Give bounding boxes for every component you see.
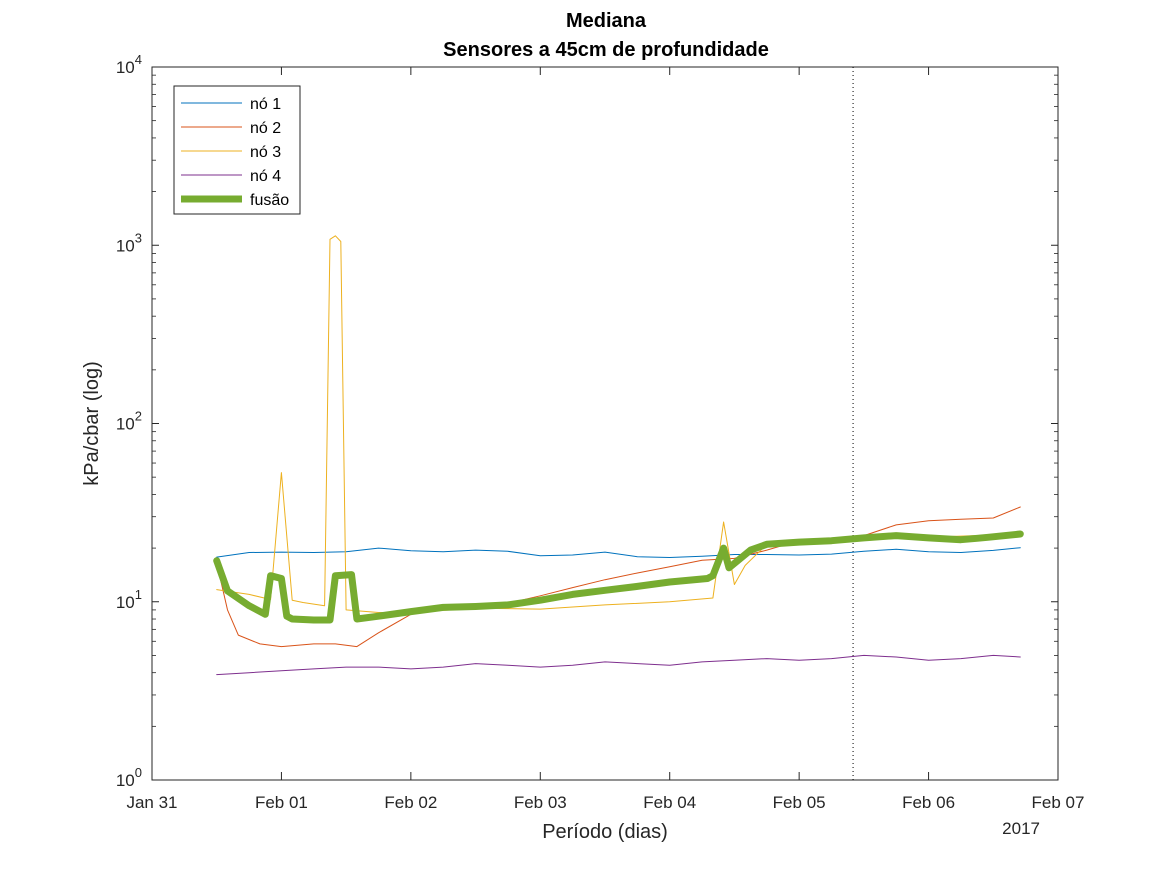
chart-title: Mediana Sensores a 45cm de profundidade [443, 10, 769, 61]
x-tick-label: Feb 07 [1032, 793, 1085, 812]
x-tick-label: Feb 02 [384, 793, 437, 812]
y-tick-label: 100 [116, 765, 142, 790]
series-line [213, 530, 1024, 624]
x-axis-label: Período (dias) [542, 821, 668, 843]
legend-label: nó 2 [250, 120, 281, 137]
y-axis-label: kPa/cbar (log) [81, 361, 103, 486]
legend-label: nó 3 [250, 144, 281, 161]
chart-title-line-1: Mediana [566, 10, 647, 32]
y-axis: 100 101 102 103 104 [116, 52, 1058, 790]
legend-label: fusão [250, 192, 289, 209]
x-axis: Jan 31 Feb 01 Feb 02 Feb 03 Feb 04 Feb 05 Feb … [126, 67, 1084, 812]
series-lines [213, 235, 1024, 676]
y-tick-label: 103 [116, 230, 142, 255]
legend: nó 1 nó 2 nó 3 nó 4 fusão [173, 85, 301, 215]
y-tick-label: 102 [116, 409, 142, 434]
legend-box [173, 85, 301, 215]
x-tick-label: Feb 06 [902, 793, 955, 812]
y-tick-label: 101 [116, 587, 142, 612]
x-tick-label: Feb 04 [643, 793, 696, 812]
x-axis-year-label: 2017 [1002, 819, 1040, 838]
legend-label: nó 1 [250, 96, 281, 113]
y-tick-label: 104 [116, 52, 142, 77]
series-line [216, 506, 1021, 648]
x-tick-label: Jan 31 [126, 793, 177, 812]
chart-title-line-2: Sensores a 45cm de profundidade [443, 39, 769, 61]
x-tick-label: Feb 01 [255, 793, 308, 812]
x-tick-label: Feb 03 [514, 793, 567, 812]
series-line [216, 654, 1021, 676]
x-tick-label: Feb 05 [773, 793, 826, 812]
legend-label: nó 4 [250, 168, 281, 185]
series-line [216, 547, 1021, 558]
plot-area [151, 66, 1059, 781]
